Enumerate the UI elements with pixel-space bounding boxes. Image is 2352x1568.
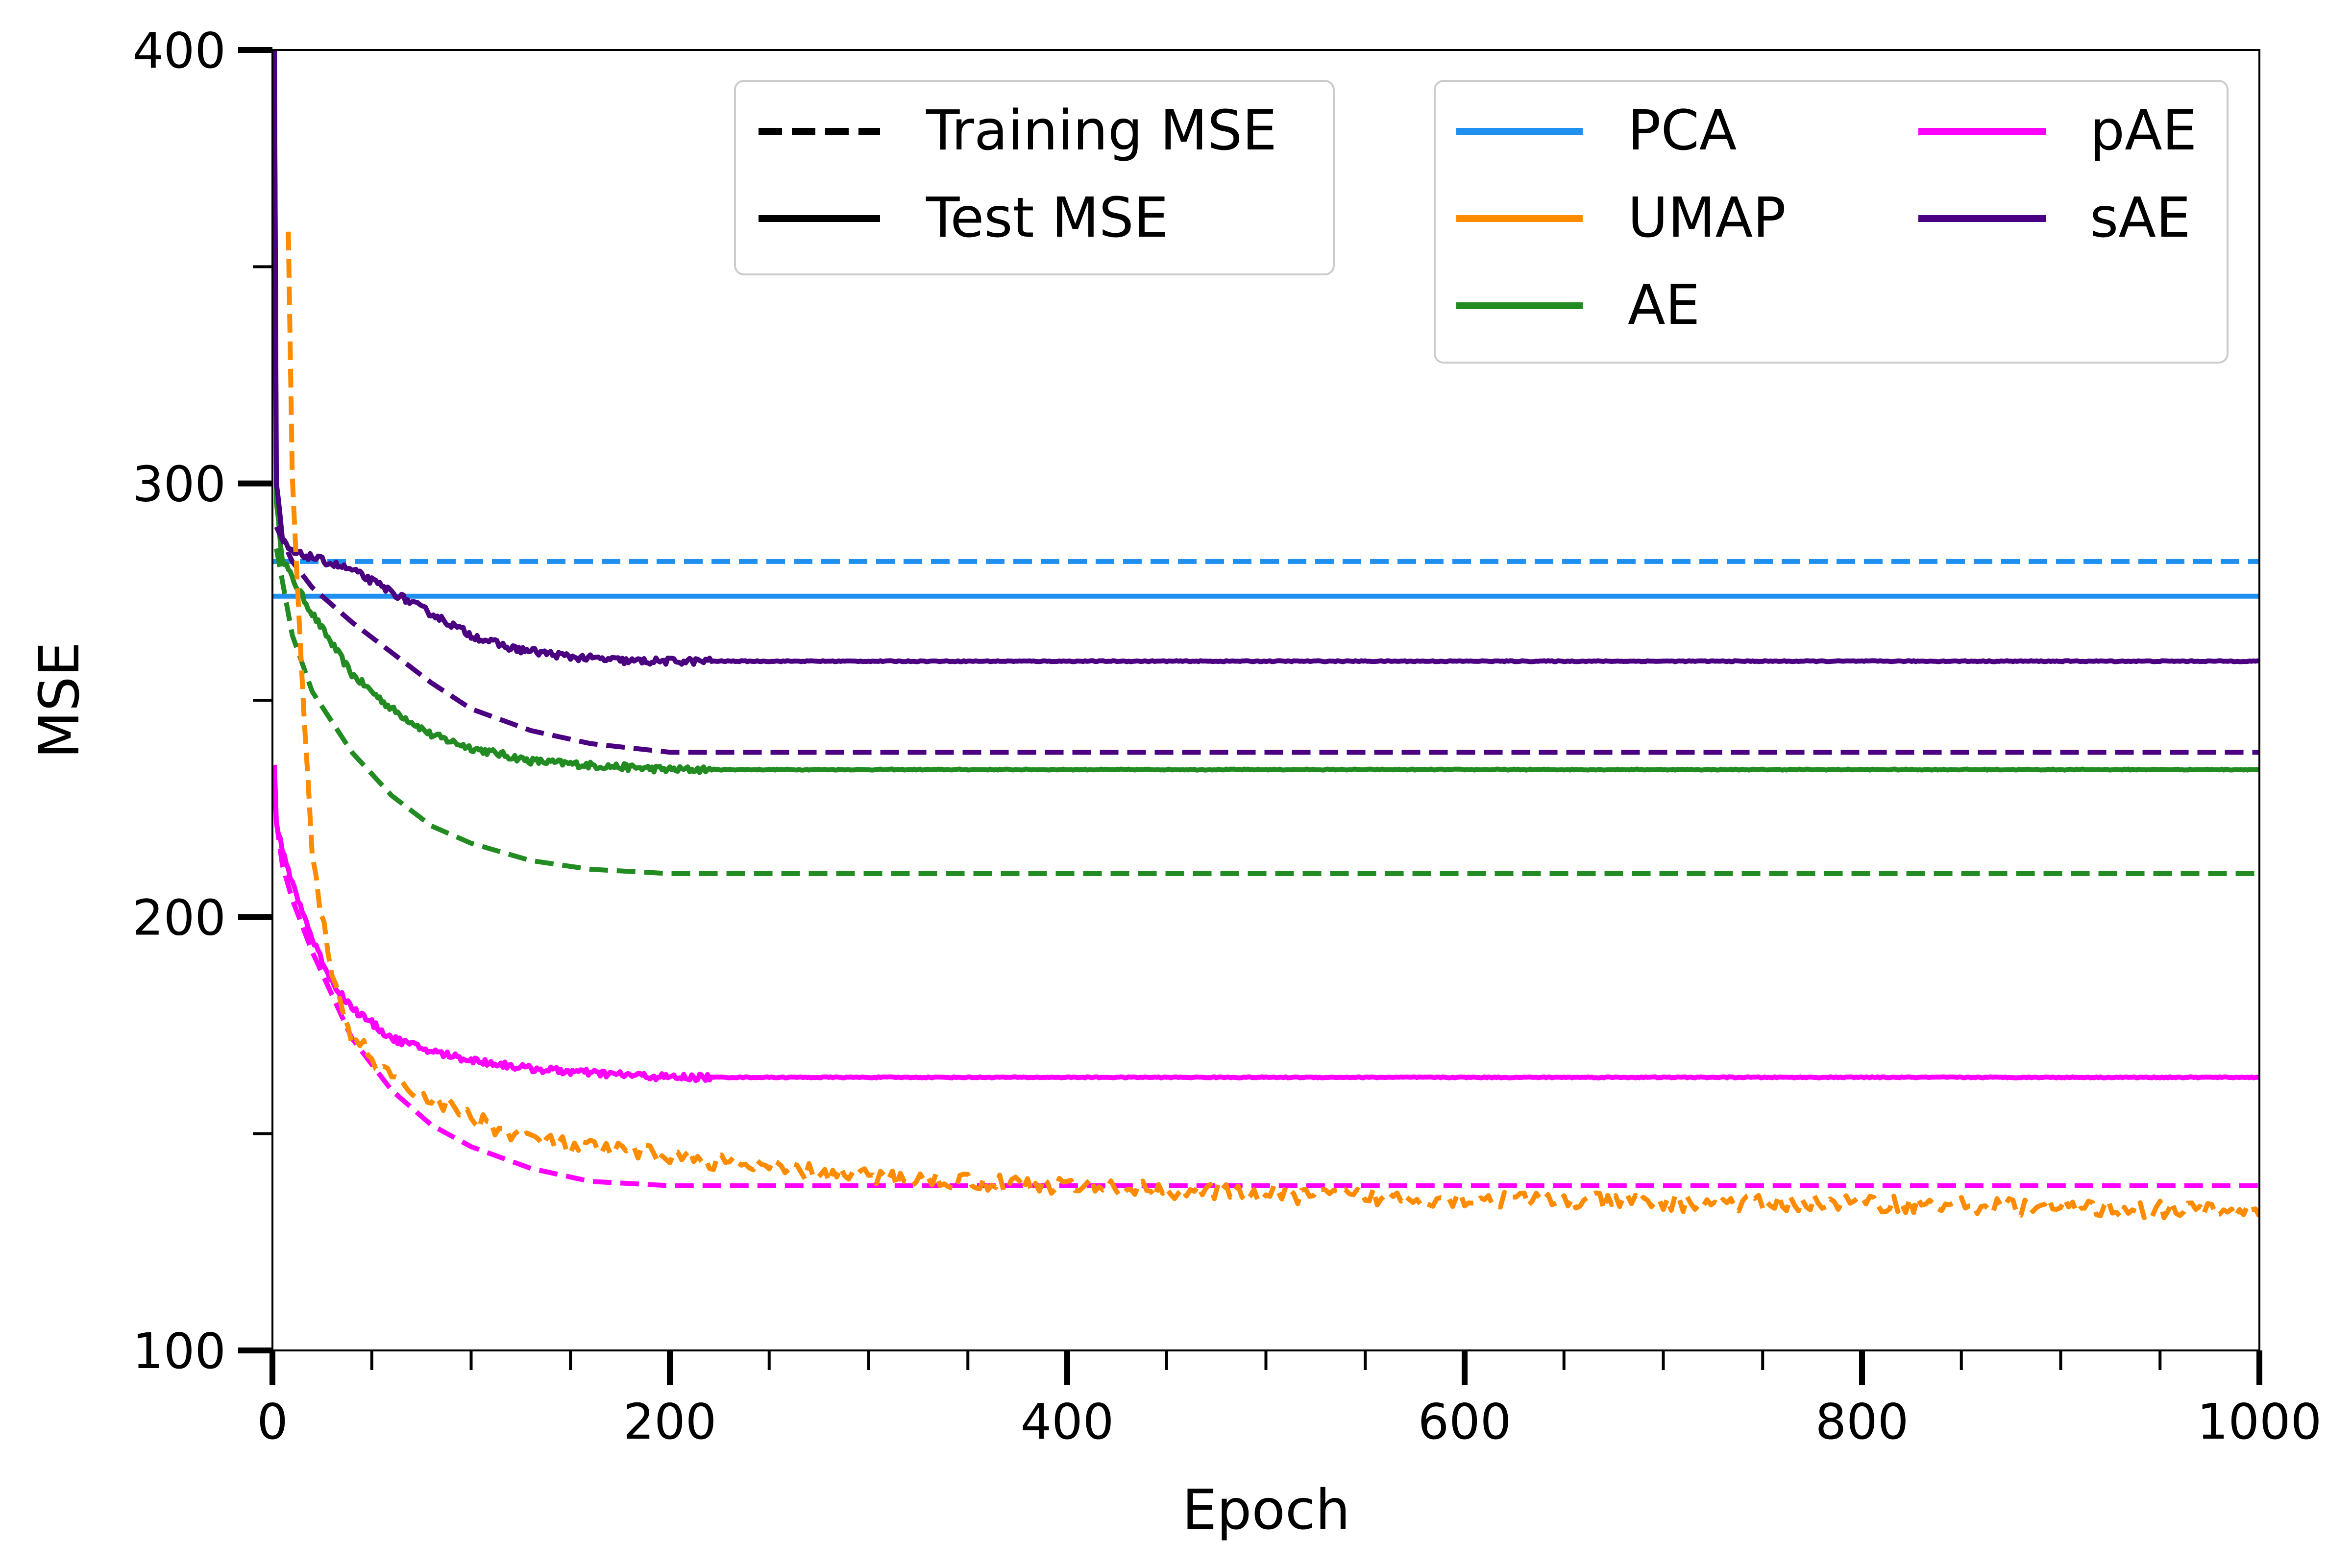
legend-label-sae: sAE <box>2090 186 2191 250</box>
legend-label-training: Training MSE <box>926 99 1277 163</box>
legend-label-umap: UMAP <box>1628 186 1786 250</box>
method-legend: PCA UMAP AE pAE sAE <box>1434 80 2229 364</box>
method-legend-frame <box>1434 80 2229 364</box>
style-legend-frame <box>734 80 1335 275</box>
legend-label-ae: AE <box>1628 273 1700 337</box>
x-tick-label: 0 <box>257 1393 288 1450</box>
x-tick-label: 800 <box>1815 1393 1909 1450</box>
ticks-layer: 0 200 400 600 800 1000 100 200 300 400 <box>132 22 2322 1450</box>
x-axis-label: Epoch <box>1182 1478 1350 1542</box>
series-layer <box>272 50 2259 1221</box>
x-tick-label: 1000 <box>2197 1393 2322 1450</box>
series-pae-train <box>274 821 2259 1188</box>
series-ae-test <box>272 52 2259 775</box>
legend-label-pca: PCA <box>1628 99 1737 163</box>
series-sae-test <box>272 50 2259 667</box>
y-axis-label: MSE <box>28 642 92 759</box>
y-tick-label: 200 <box>132 889 226 946</box>
legend-label-test: Test MSE <box>926 186 1169 250</box>
y-tick-label: 400 <box>132 22 226 79</box>
legend-label-pae: pAE <box>2090 99 2197 163</box>
x-tick-label: 600 <box>1418 1393 1512 1450</box>
series-umap-train <box>286 231 2259 1221</box>
series-ae-train <box>274 548 2259 876</box>
x-tick-label: 200 <box>623 1393 717 1450</box>
x-tick-label: 400 <box>1021 1393 1114 1450</box>
series-sae-train <box>274 526 2259 755</box>
y-tick-label: 300 <box>132 456 226 513</box>
series-pae-test <box>272 764 2259 1083</box>
style-legend: Training MSE Test MSE <box>734 80 1335 275</box>
y-tick-label: 100 <box>132 1323 226 1380</box>
